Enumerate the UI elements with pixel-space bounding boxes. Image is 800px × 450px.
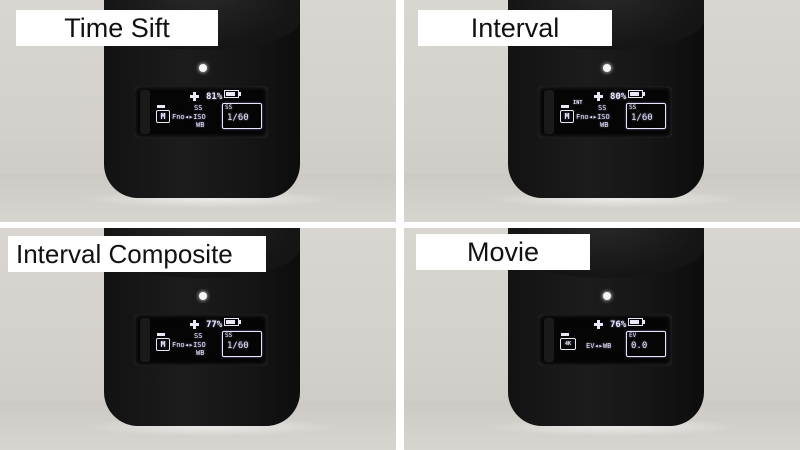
battery-readout: 76% [610, 318, 646, 330]
exposure-mid: Fno◂▸ISO [172, 113, 206, 121]
manual-mode-icon: M [156, 110, 170, 123]
panel-title: Interval [418, 10, 612, 46]
oled-screen: M 81% SS Fno◂▸ISO WB SS 1/60 [134, 86, 268, 138]
panel-interval-composite: M 77% SS Fno◂▸ISO WB SS 1/60 [0, 228, 396, 450]
battery-percent: 80% [610, 92, 627, 102]
battery-icon [224, 90, 242, 98]
status-led-icon [199, 64, 207, 72]
mode-bar-icon [157, 333, 165, 336]
panel-interval: M INT 80% SS Fno◂▸ISO WB SS 1/60 [404, 0, 800, 222]
value-text: 1/60 [227, 341, 249, 351]
value-box: SS 1/60 [222, 331, 262, 357]
value-label: SS [629, 104, 637, 111]
exposure-top: SS [598, 104, 607, 112]
mode-bar-icon [561, 333, 569, 336]
exposure-top: SS [194, 104, 203, 112]
value-text: 1/60 [631, 113, 653, 123]
plus-icon [594, 320, 603, 329]
exposure-selector: SS Fno◂▸ISO WB [576, 104, 620, 130]
panel-title: Movie [416, 234, 590, 270]
panel-movie: 4K 76% EV◂▸WB EV 0.0 Movie [404, 228, 800, 450]
mode-tag: INT [573, 100, 583, 106]
manual-mode-icon: M [156, 338, 170, 351]
battery-readout: 80% [610, 90, 646, 102]
value-label: EV [629, 332, 637, 339]
osd: 4K 76% EV◂▸WB EV 0.0 [560, 318, 668, 362]
exposure-bottom: WB [196, 121, 205, 129]
exposure-bottom: WB [600, 121, 609, 129]
exposure-mid: Fno◂▸ISO [576, 113, 610, 121]
screen-reflection [140, 318, 150, 362]
plus-icon [190, 320, 199, 329]
value-box: EV 0.0 [626, 331, 666, 357]
value-text: 1/60 [227, 113, 249, 123]
movie-selector: EV◂▸WB [586, 342, 612, 350]
battery-readout: 77% [206, 318, 242, 330]
panel-title: Interval Composite [8, 236, 266, 272]
exposure-top: SS [194, 332, 203, 340]
battery-percent: 76% [610, 320, 627, 330]
plus-icon [594, 92, 603, 101]
exposure-selector: SS Fno◂▸ISO WB [172, 332, 216, 358]
value-text: 0.0 [631, 341, 648, 351]
battery-readout: 81% [206, 90, 242, 102]
movie-mode-icon: 4K [560, 338, 576, 350]
camera-body: M 81% SS Fno◂▸ISO WB SS 1/60 [104, 0, 300, 198]
mode-bar-icon [157, 105, 165, 108]
screen-reflection [544, 90, 554, 134]
oled-screen: M INT 80% SS Fno◂▸ISO WB SS 1/60 [538, 86, 672, 138]
screen-reflection [140, 90, 150, 134]
panel-time-shift: M 81% SS Fno◂▸ISO WB SS 1/60 [0, 0, 396, 222]
battery-icon [628, 318, 646, 326]
exposure-mid: Fno◂▸ISO [172, 341, 206, 349]
osd: M INT 80% SS Fno◂▸ISO WB SS 1/60 [560, 90, 668, 134]
battery-icon [628, 90, 646, 98]
value-label: SS [225, 332, 233, 339]
battery-icon [224, 318, 242, 326]
screen-reflection [544, 318, 554, 362]
oled-screen: 4K 76% EV◂▸WB EV 0.0 [538, 314, 672, 366]
status-led-icon [199, 292, 207, 300]
value-box: SS 1/60 [626, 103, 666, 129]
exposure-selector: SS Fno◂▸ISO WB [172, 104, 216, 130]
osd: M 81% SS Fno◂▸ISO WB SS 1/60 [156, 90, 264, 134]
status-led-icon [603, 292, 611, 300]
oled-screen: M 77% SS Fno◂▸ISO WB SS 1/60 [134, 314, 268, 366]
panel-title: Time Sift [16, 10, 218, 46]
battery-percent: 81% [206, 92, 223, 102]
mode-bar-icon [561, 105, 569, 108]
value-box: SS 1/60 [222, 103, 262, 129]
osd: M 77% SS Fno◂▸ISO WB SS 1/60 [156, 318, 264, 362]
plus-icon [190, 92, 199, 101]
manual-mode-icon: M [560, 110, 574, 123]
value-label: SS [225, 104, 233, 111]
exposure-bottom: WB [196, 349, 205, 357]
battery-percent: 77% [206, 320, 223, 330]
status-led-icon [603, 64, 611, 72]
